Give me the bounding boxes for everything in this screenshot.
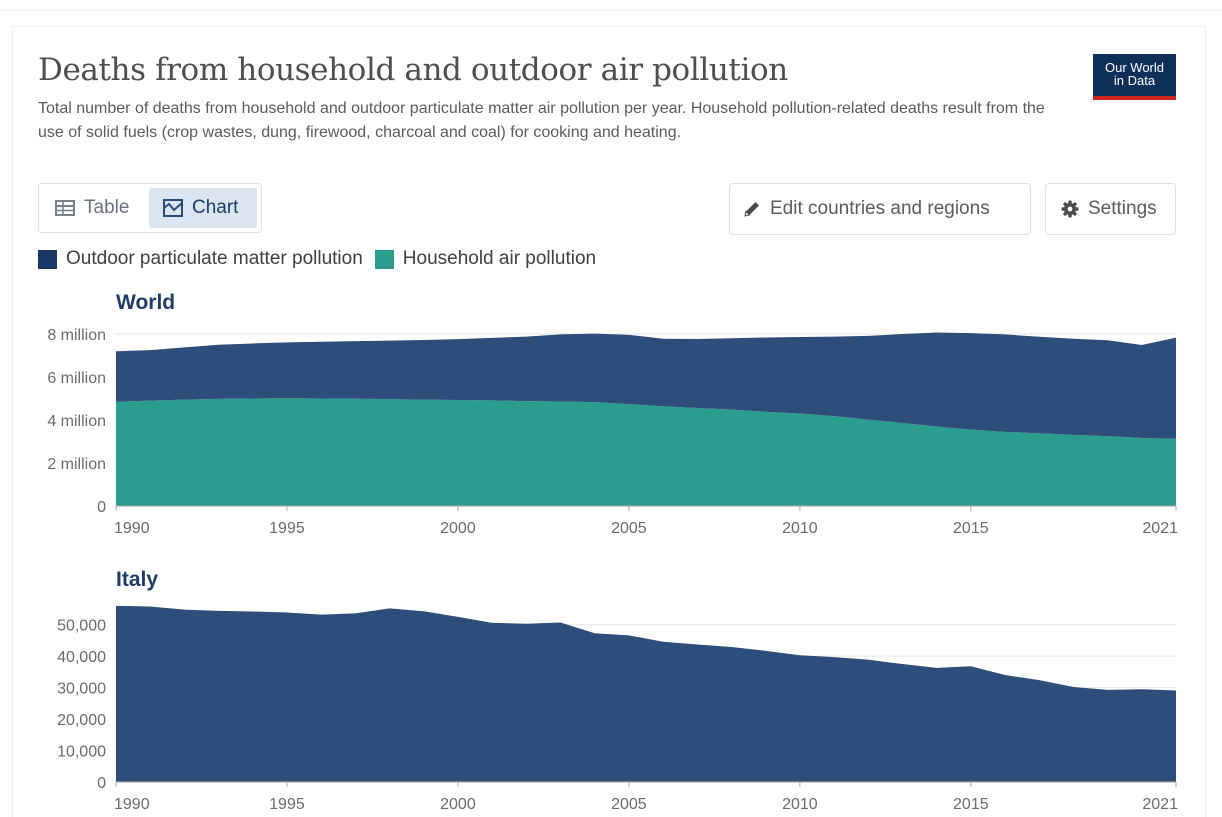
area-outdoor-particulate-matter-pollution[interactable] [116,332,1176,439]
logo-line-1: Our World [1105,60,1164,75]
tab-table-label: Table [84,197,130,218]
table-icon [55,200,75,216]
chart-icon [163,199,183,217]
x-tick-label: 2010 [782,796,818,813]
view-tabs: Table Chart [38,183,262,233]
x-tick-label: 2010 [782,520,818,537]
gear-icon [1061,200,1079,218]
settings-button[interactable]: Settings [1045,183,1176,235]
y-tick-label: 8 million [47,327,106,344]
chart-legend: Outdoor particulate matter pollution Hou… [38,247,608,271]
x-tick-label: 2005 [611,520,647,537]
area-outdoor-particulate-matter-pollution[interactable] [116,605,1176,782]
y-tick-label: 50,000 [57,618,106,635]
top-divider [0,10,1222,11]
x-tick-label: 2015 [953,520,989,537]
y-tick-label: 20,000 [57,712,106,729]
x-tick-label: 1995 [269,796,305,813]
pencil-icon [744,202,759,217]
page-title: Deaths from household and outdoor air po… [38,52,788,88]
logo-line-2: in Data [1113,73,1156,88]
y-tick-label: 0 [97,775,106,792]
owid-logo[interactable]: Our World in Data [1093,54,1176,100]
x-tick-label: 2021 [1142,520,1178,537]
legend-swatch-outdoor [38,249,57,269]
legend-swatch-household [374,249,394,269]
x-tick-label: 2005 [611,796,647,813]
x-tick-label: 2000 [440,796,476,813]
x-tick-label: 2015 [953,796,989,813]
settings-label: Settings [1088,198,1157,219]
edit-countries-label: Edit countries and regions [770,198,990,219]
y-tick-label: 4 million [47,413,106,430]
x-tick-label: 1990 [114,520,150,537]
tab-table[interactable]: Table [43,188,147,228]
x-tick-label: 2021 [1142,796,1178,813]
area-household-air-pollution[interactable] [116,398,1176,506]
y-tick-label: 30,000 [57,681,106,698]
y-tick-label: 2 million [47,456,106,473]
y-tick-label: 6 million [47,370,106,387]
edit-countries-button[interactable]: Edit countries and regions [729,183,1031,235]
tab-chart[interactable]: Chart [149,188,257,228]
y-tick-label: 10,000 [57,744,106,761]
facet-title-italy: Italy [116,568,158,591]
tab-chart-label: Chart [192,197,239,218]
facet-title-world: World [116,291,175,314]
chart-subtitle: Total number of deaths from household an… [38,100,1045,141]
x-tick-label: 1995 [269,520,305,537]
legend-label-outdoor[interactable]: Outdoor particulate matter pollution [66,248,363,269]
y-tick-label: 0 [97,499,106,516]
x-tick-label: 1990 [114,796,150,813]
x-tick-label: 2000 [440,520,476,537]
legend-label-household[interactable]: Household air pollution [402,248,597,269]
y-tick-label: 40,000 [57,649,106,666]
